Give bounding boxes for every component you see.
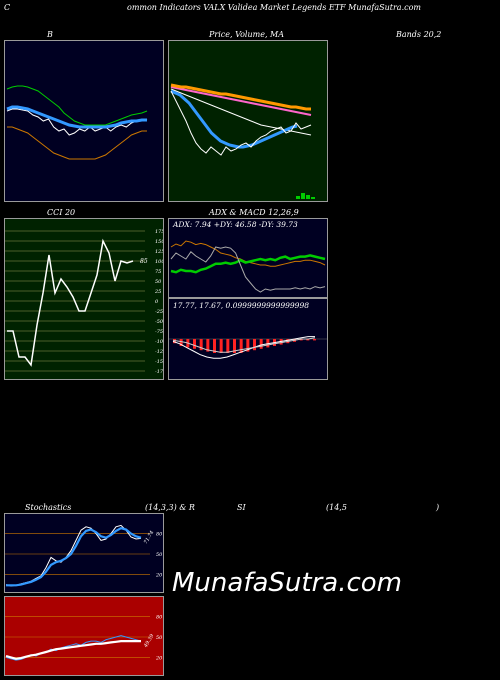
rsi-last-label: 49.39 — [143, 633, 156, 650]
stochastics-tick-label: 50 — [156, 552, 163, 558]
rsi-params: (14,5 — [326, 503, 347, 512]
rsi-tick-label: 20 — [155, 655, 163, 661]
price-close-line — [170, 90, 312, 156]
macd-histogram-bar — [313, 339, 316, 341]
cci-tick-label: 125 — [155, 249, 163, 255]
macd-histogram-bar — [206, 339, 210, 352]
stochastics-params: (14,3,3) & R — [145, 503, 195, 512]
price-label: Price, Volume, MA — [209, 30, 285, 39]
cci-tick-label: -125 — [155, 349, 163, 355]
stochastics-series-line — [6, 527, 142, 587]
macd-histogram-bar — [306, 339, 310, 341]
rsi-label: SI — [237, 503, 246, 512]
cci-tick-label: 25 — [154, 289, 161, 295]
macd-histogram-bar — [233, 339, 236, 353]
price-volume-bar — [306, 195, 310, 199]
stochastics-tick-label: 80 — [156, 532, 163, 538]
cci-last-label: 85 — [140, 258, 148, 265]
stochastics-last-label: 71.74 — [143, 530, 155, 545]
price-volume-bar — [311, 197, 315, 199]
macd-histogram-bar — [213, 339, 216, 353]
cci-tick-label: 50 — [155, 279, 162, 285]
cci-line — [7, 238, 134, 367]
macd-histogram-bar — [253, 339, 256, 351]
rsi-tick-label: 50 — [156, 635, 163, 641]
cci-tick-label: -50 — [155, 319, 163, 325]
price-volume-bar — [296, 196, 300, 199]
adx-series-line — [170, 246, 326, 293]
price-ma-line — [170, 86, 312, 116]
stochastics-label: Stochastics — [25, 503, 72, 512]
macd-histogram-bar — [219, 339, 223, 353]
price-volume-bar — [301, 193, 305, 199]
macd-histogram-bar — [173, 339, 176, 344]
cci-label: CCI 20 — [47, 208, 76, 217]
rsi-chart: 80 50 20 49.39 — [5, 615, 163, 661]
chart-title-c: C — [4, 3, 11, 12]
macd-histogram-bar — [199, 339, 203, 351]
adx-chart — [170, 240, 326, 293]
macd-histogram-bar — [193, 339, 196, 349]
rsi-tick-label: 80 — [156, 615, 163, 621]
adx-values: ADX: 7.94 +DY: 46.58 -DY: 39.73 — [173, 220, 298, 229]
stochastics-tick-label: 20 — [155, 572, 163, 578]
bollinger-series-line — [6, 85, 148, 126]
macd-histogram-bar — [259, 339, 263, 349]
bands-label: Bands 20,2 — [396, 30, 442, 39]
bollinger-panel — [4, 40, 164, 202]
cci-tick-label: 0 — [155, 299, 159, 305]
rsi-panel: 80 50 20 49.39 — [4, 596, 164, 676]
cci-tick-label: 150 — [155, 239, 163, 245]
rsi-close: ) — [436, 503, 440, 512]
bollinger-series-line — [6, 105, 147, 129]
macd-histogram-bar — [266, 339, 270, 348]
cci-panel: 175 150 125 100 75 50 25 0 -25 -50 -75 -100 -125 -150… — [4, 218, 164, 380]
macd-histogram-bar — [226, 339, 230, 353]
chart-title: ommon Indicators VALX Validea Market Leg… — [127, 3, 421, 12]
price-panel — [168, 40, 328, 202]
rsi-series-line — [5, 639, 141, 660]
adx-series-line — [170, 254, 326, 274]
cci-tick-label: -100 — [155, 339, 163, 345]
bollinger-chart — [6, 85, 148, 160]
price-ma-line — [170, 89, 298, 149]
cci-tick-label: 175 — [155, 229, 163, 235]
macd-histogram-bar — [239, 339, 243, 353]
price-chart — [170, 83, 315, 199]
cci-tick-label: -25 — [155, 309, 163, 315]
bollinger-label: B — [47, 30, 53, 39]
macd-histogram-bar — [246, 339, 250, 352]
price-ma-line — [170, 83, 311, 111]
cci-tick-label: -175 — [155, 369, 163, 375]
cci-tick-label: 100 — [155, 259, 163, 265]
stochastics-chart: 80 50 20 71.74 — [5, 524, 163, 587]
adx-label: ADX & MACD 12,26,9 — [209, 208, 299, 217]
watermark: MunafaSutra.com — [172, 568, 403, 598]
adx-panel: ADX: 7.94 +DY: 46.58 -DY: 39.73 — [168, 218, 328, 298]
macd-panel: 17.77, 17.67, 0.0999999999999998 — [168, 298, 328, 380]
bollinger-series-line — [7, 126, 147, 160]
cci-tick-label: -75 — [155, 329, 163, 335]
macd-line — [172, 337, 316, 353]
macd-histogram-bar — [179, 339, 183, 346]
macd-histogram-bar — [299, 339, 303, 341]
bollinger-series-line — [6, 108, 148, 136]
macd-chart — [169, 336, 327, 359]
macd-values: 17.77, 17.67, 0.0999999999999998 — [173, 301, 309, 310]
macd-line — [172, 336, 315, 359]
stochastics-series-line — [5, 524, 142, 587]
stochastics-panel: 80 50 20 71.74 — [4, 513, 164, 593]
cci-tick-label: -150 — [155, 359, 163, 365]
cci-tick-label: 75 — [155, 269, 161, 275]
cci-chart: 175 150 125 100 75 50 25 0 -25 -50 -75 -100 -125 -150… — [5, 229, 163, 375]
